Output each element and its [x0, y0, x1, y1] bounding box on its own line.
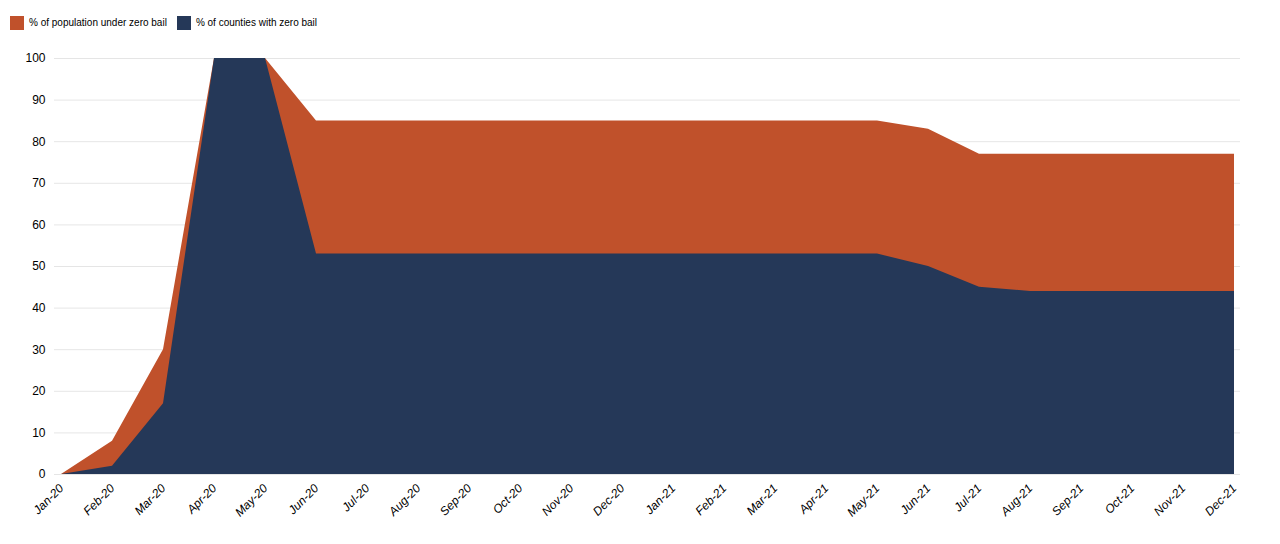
svg-text:90: 90 — [32, 93, 46, 107]
svg-text:Jan-21: Jan-21 — [642, 481, 679, 518]
svg-text:40: 40 — [32, 301, 46, 315]
svg-text:Apr-21: Apr-21 — [795, 481, 831, 517]
svg-text:Jun-21: Jun-21 — [897, 481, 934, 518]
html-text:% of counties with zero bail: % of counties with zero bail — [195, 17, 317, 28]
svg-text:Feb-20: Feb-20 — [81, 481, 118, 518]
svg-text:Sep-20: Sep-20 — [437, 481, 474, 518]
svg-text:Apr-20: Apr-20 — [183, 481, 219, 517]
svg-text:20: 20 — [32, 384, 46, 398]
svg-text:80: 80 — [32, 135, 46, 149]
svg-text:Mar-20: Mar-20 — [132, 481, 169, 518]
svg-text:Nov-21: Nov-21 — [1151, 481, 1188, 518]
svg-text:Jul-20: Jul-20 — [339, 481, 373, 515]
svg-text:Oct-21: Oct-21 — [1102, 481, 1137, 516]
svg-text:Dec-20: Dec-20 — [590, 481, 627, 518]
svg-text:10: 10 — [32, 426, 46, 440]
svg-text:50: 50 — [32, 259, 46, 273]
svg-text:May-20: May-20 — [232, 481, 270, 519]
svg-text:May-21: May-21 — [844, 481, 882, 519]
svg-text:60: 60 — [32, 218, 46, 232]
svg-text:Jul-21: Jul-21 — [951, 481, 985, 515]
svg-text:Dec-21: Dec-21 — [1202, 481, 1239, 518]
svg-text:0: 0 — [39, 467, 46, 481]
svg-text:100: 100 — [25, 51, 45, 65]
svg-text:Oct-20: Oct-20 — [490, 481, 526, 517]
svg-text:70: 70 — [32, 176, 46, 190]
html-text:% of population under zero bai: % of population under zero bail — [29, 17, 167, 28]
svg-text:Aug-20: Aug-20 — [385, 481, 423, 519]
svg-text:Feb-21: Feb-21 — [693, 481, 730, 518]
svg-text:Mar-21: Mar-21 — [744, 481, 781, 518]
svg-text:Aug-21: Aug-21 — [997, 481, 1035, 519]
svg-text:Nov-20: Nov-20 — [539, 481, 576, 518]
svg-text:30: 30 — [32, 343, 46, 357]
svg-text:Jan-20: Jan-20 — [30, 481, 67, 518]
svg-text:Sep-21: Sep-21 — [1049, 481, 1086, 518]
svg-text:Jun-20: Jun-20 — [285, 481, 322, 518]
